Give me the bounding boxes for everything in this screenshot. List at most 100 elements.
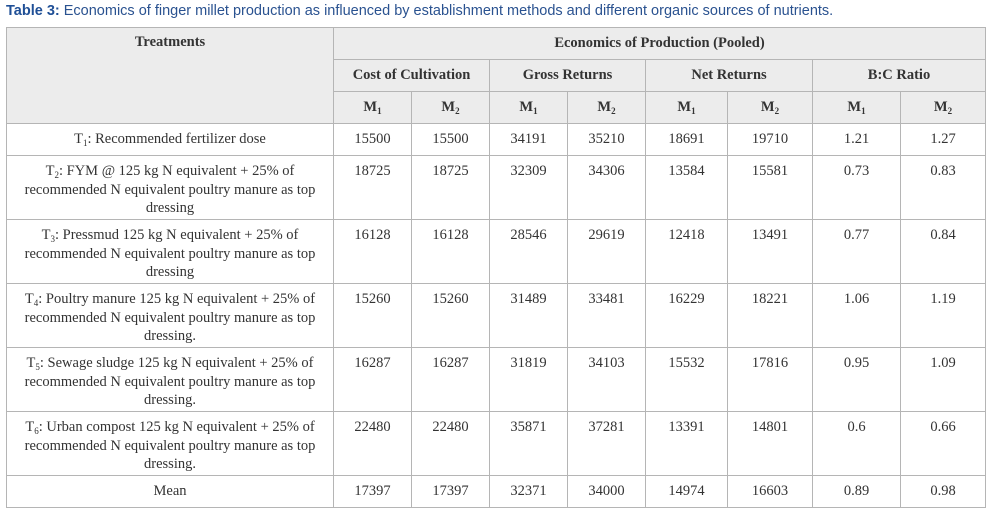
header-cell: M2 [900, 91, 986, 124]
table-body: T1: Recommended fertilizer dose 15500 1550… [6, 123, 986, 508]
treatment-sub: 1 [82, 138, 88, 148]
value-cell: 32371 [489, 475, 568, 508]
value-cell: 0.84 [900, 219, 986, 284]
treatment-sub: 4 [33, 298, 39, 308]
treatment-cell: T4: Poultry manure 125 kg N equivalent +… [6, 283, 334, 348]
value-cell: 18221 [727, 283, 813, 348]
value-cell: 13584 [645, 155, 728, 220]
header-row: Cost of Cultivation Gross Returns Net Retu… [7, 59, 986, 92]
value-cell: 18691 [645, 123, 728, 156]
header-cell: Treatments [6, 27, 334, 124]
value-cell: 22480 [411, 411, 490, 476]
table: Treatments Economics of Production (Pool… [6, 27, 986, 508]
value-cell: 1.19 [900, 283, 986, 348]
header-cell: M2 [567, 91, 646, 124]
value-cell: 14974 [645, 475, 728, 508]
treatment-sub: 6 [34, 426, 39, 436]
value-cell: 0.95 [812, 347, 901, 412]
value-cell: 13391 [645, 411, 728, 476]
method-sub: 1 [377, 106, 382, 116]
method-sub: 2 [611, 106, 616, 116]
table-row: T4: Poultry manure 125 kg N equivalent +… [6, 283, 986, 348]
method-sub: 1 [691, 106, 696, 116]
treatment-cell: T5: Sewage sludge 125 kg N equivalent + … [6, 347, 334, 412]
header-row: Treatments Economics of Production (Pool… [6, 27, 986, 124]
treatment-main: T [45, 163, 55, 179]
value-cell: 15532 [645, 347, 728, 412]
treatment-cell: T6: Urban compost 125 kg N equivalent + … [6, 411, 334, 476]
treatment-text: : Sewage sludge 125 kg N equivalent + 25… [24, 355, 316, 408]
value-cell: 0.83 [900, 155, 986, 220]
value-cell: 17816 [727, 347, 813, 412]
value-cell: 12418 [645, 219, 728, 284]
caption-text: Economics of finger millet production as… [63, 3, 834, 19]
header-cell: M1 [645, 91, 728, 124]
value-cell: 0.73 [812, 155, 901, 220]
value-cell: 15500 [333, 123, 412, 156]
value-cell: 13491 [727, 219, 813, 284]
table-row: T1: Recommended fertilizer dose 15500 1550… [6, 123, 986, 156]
treatment-text: : Recommended fertilizer dose [87, 131, 266, 147]
caption: Table 3: Economics of finger millet prod… [6, 3, 833, 19]
value-cell: 35871 [489, 411, 568, 476]
header-row: M1 M2 M1 M2 M1 M2 M1 M2 [7, 91, 986, 124]
treatment-text: : Urban compost 125 kg N equivalent + 25… [24, 419, 316, 472]
treatment-sub: 3 [50, 234, 55, 244]
treatment-cell: Mean [6, 475, 334, 508]
value-cell: 0.98 [900, 475, 986, 508]
value-cell: 34000 [567, 475, 646, 508]
treatment-cell: T2: FYM @ 125 kg N equivalent + 25% of r… [6, 155, 334, 220]
method-sub: 2 [455, 106, 460, 116]
treatment-sub: 2 [54, 170, 59, 180]
method-main: M [933, 99, 948, 115]
value-cell: 1.27 [900, 123, 986, 156]
value-cell: 16603 [727, 475, 813, 508]
value-cell: 18725 [333, 155, 412, 220]
table-row: T2: FYM @ 125 kg N equivalent + 25% of r… [6, 155, 986, 220]
value-cell: 15260 [333, 283, 412, 348]
method-main: M [363, 99, 378, 115]
header-cell: M2 [411, 91, 490, 124]
value-cell: 16128 [333, 219, 412, 284]
table-row: T3: Pressmud 125 kg N equivalent + 25% o… [6, 219, 986, 284]
value-cell: 17397 [411, 475, 490, 508]
method-main: M [597, 99, 612, 115]
value-cell: 37281 [567, 411, 646, 476]
treatment-main: T [24, 291, 34, 307]
treatment-main: T [25, 419, 35, 435]
treatment-cell: T1: Recommended fertilizer dose [6, 123, 334, 156]
value-cell: 1.21 [812, 123, 901, 156]
caption-label: Table 3: [6, 3, 60, 19]
method-main: M [760, 99, 775, 115]
value-cell: 19710 [727, 123, 813, 156]
treatment-main: T [74, 131, 83, 147]
value-cell: 33481 [567, 283, 646, 348]
value-cell: 1.06 [812, 283, 901, 348]
method-sub: 1 [533, 106, 538, 116]
value-cell: 29619 [567, 219, 646, 284]
value-cell: 17397 [333, 475, 412, 508]
treatment-text: : Pressmud 125 kg N equivalent + 25% of … [24, 227, 316, 280]
value-cell: 15500 [411, 123, 490, 156]
header-cell: Net Returns [645, 59, 813, 92]
value-cell: 18725 [411, 155, 490, 220]
header-cell: Economics of Production (Pooled) [333, 27, 986, 60]
value-cell: 0.6 [812, 411, 901, 476]
mean-row: Mean 17397 17397 32371 34000 14974 16603 0.89 0.… [6, 475, 986, 508]
treatment-main: T [41, 227, 51, 243]
value-cell: 32309 [489, 155, 568, 220]
value-cell: 14801 [727, 411, 813, 476]
method-sub: 2 [774, 106, 780, 116]
method-main: M [847, 99, 862, 115]
header-cell: Gross Returns [489, 59, 646, 92]
method-main: M [441, 99, 456, 115]
treatment-sub: 5 [35, 362, 40, 372]
treatment-text: : FYM @ 125 kg N equivalent + 25% of rec… [24, 163, 316, 216]
method-main: M [519, 99, 534, 115]
header-cell: M1 [333, 91, 412, 124]
header-cell: B:C Ratio [812, 59, 986, 92]
value-cell: 16128 [411, 219, 490, 284]
header-cell: M1 [489, 91, 568, 124]
table-row: T6: Urban compost 125 kg N equivalent + … [6, 411, 986, 476]
